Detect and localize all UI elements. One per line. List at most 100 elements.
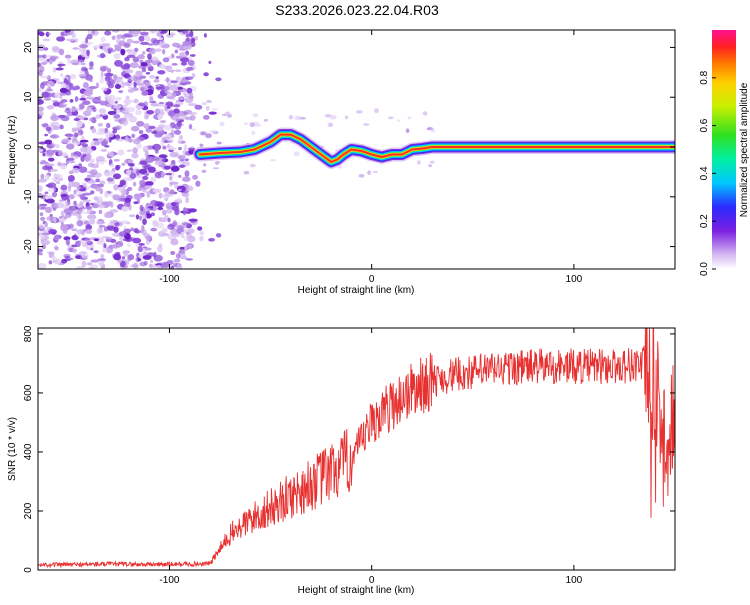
noise-speckle [38, 69, 43, 77]
noise-speckle [182, 222, 191, 226]
noise-speckle [206, 99, 212, 103]
noise-speckle [141, 186, 147, 192]
noise-speckle [44, 97, 51, 101]
noise-speckle [154, 201, 163, 207]
noise-speckle [54, 246, 59, 251]
noise-speckle [102, 43, 111, 47]
noise-speckle [44, 221, 48, 228]
noise-speckle [113, 53, 121, 60]
noise-speckle [102, 247, 107, 253]
noise-speckle [157, 113, 163, 120]
noise-speckle [114, 60, 123, 67]
noise-speckle [144, 82, 151, 87]
noise-speckle [144, 151, 149, 158]
noise-speckle [38, 62, 41, 67]
noise-speckle [127, 163, 134, 167]
noise-speckle [47, 187, 57, 192]
noise-speckle [83, 68, 89, 72]
noise-speckle [104, 76, 111, 82]
noise-speckle [243, 170, 250, 175]
noise-speckle [180, 79, 188, 83]
noise-speckle [142, 218, 147, 225]
noise-speckle [124, 35, 134, 38]
noise-speckle [135, 70, 143, 77]
noise-speckle [164, 78, 172, 82]
noise-speckle [44, 139, 53, 145]
noise-speckle [93, 140, 100, 146]
noise-speckle [51, 143, 57, 147]
noise-speckle [66, 239, 70, 246]
noise-speckle [103, 243, 107, 249]
noise-speckle [184, 144, 188, 151]
noise-speckle [100, 253, 105, 260]
noise-speckle [98, 259, 104, 266]
noise-speckle [169, 181, 179, 185]
noise-speckle [177, 264, 180, 268]
noise-speckle [101, 140, 107, 147]
noise-speckle [60, 210, 65, 217]
noise-speckle [136, 168, 140, 176]
noise-speckle [81, 260, 87, 268]
noise-speckle [39, 161, 49, 165]
noise-speckle [344, 115, 349, 120]
noise-speckle [87, 162, 94, 168]
noise-speckle [145, 72, 151, 75]
noise-speckle [38, 99, 44, 105]
noise-speckle [73, 200, 77, 206]
snr-xlabel: Height of straight line (km) [298, 585, 415, 596]
noise-speckle [112, 232, 121, 237]
noise-speckle [67, 57, 71, 64]
noise-speckle [91, 204, 100, 209]
noise-speckle [124, 69, 134, 74]
noise-speckle [145, 156, 154, 164]
noise-speckle [126, 149, 132, 152]
noise-speckle [54, 92, 61, 99]
noise-speckle [106, 122, 111, 129]
noise-speckle [155, 86, 165, 90]
noise-speckle [170, 189, 175, 194]
noise-speckle [48, 59, 53, 65]
noise-speckle [93, 47, 98, 51]
noise-speckle [139, 215, 142, 221]
noise-speckle [171, 63, 178, 66]
noise-speckle [134, 47, 139, 53]
noise-speckle [148, 166, 156, 173]
noise-speckle [191, 128, 197, 131]
noise-speckle [123, 73, 131, 79]
spectrogram-ylabel: Frequency (Hz) [7, 116, 18, 185]
noise-speckle [330, 114, 337, 120]
noise-speckle [173, 258, 181, 263]
noise-speckle [215, 77, 222, 82]
noise-speckle [63, 78, 68, 84]
noise-speckle [172, 42, 180, 48]
noise-speckle [103, 159, 107, 163]
noise-speckle [174, 49, 179, 54]
noise-speckle [171, 202, 177, 207]
noise-speckle [134, 194, 143, 197]
noise-speckle [59, 124, 64, 130]
noise-speckle [87, 41, 94, 45]
y-tick-label: 20 [23, 41, 34, 53]
noise-speckle [127, 51, 137, 56]
noise-speckle [40, 173, 45, 180]
noise-speckle [199, 235, 204, 242]
noise-speckle [66, 32, 73, 36]
noise-speckle [150, 227, 158, 232]
noise-speckle [67, 188, 72, 192]
noise-speckle [139, 261, 147, 267]
noise-speckle [114, 83, 122, 89]
noise-speckle [105, 131, 114, 138]
noise-speckle [95, 114, 101, 120]
noise-speckle [114, 100, 118, 104]
noise-speckle [142, 255, 152, 260]
noise-speckle [147, 53, 152, 60]
noise-speckle [86, 49, 90, 56]
noise-speckle [160, 120, 167, 124]
snr-frame [37, 327, 676, 571]
noise-speckle [121, 117, 127, 122]
noise-speckle [171, 92, 177, 98]
noise-speckle [107, 83, 114, 89]
noise-speckle [42, 152, 46, 157]
noise-speckle [132, 147, 138, 154]
